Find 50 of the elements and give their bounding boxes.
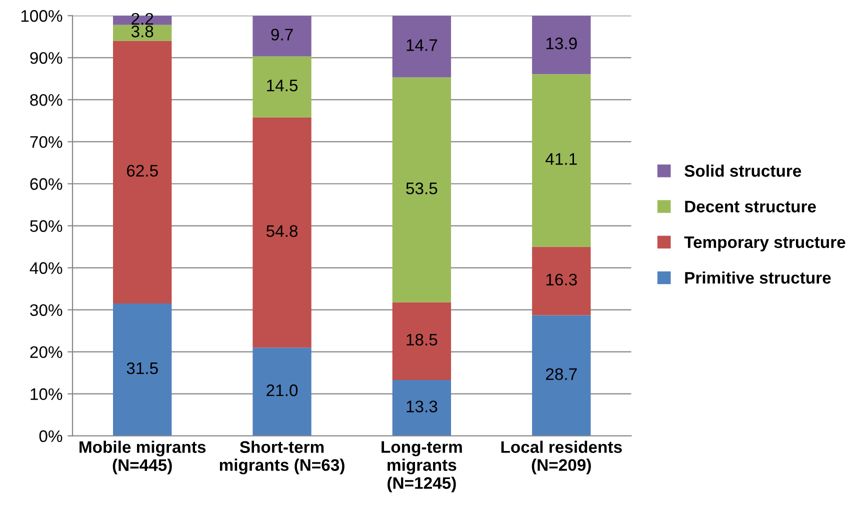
data-label: 14.7 xyxy=(406,39,438,51)
data-label: 16.3 xyxy=(546,274,577,286)
data-label: 54.8 xyxy=(266,225,298,237)
x-tick-label: Local residents (N=209) xyxy=(501,440,622,474)
data-label: 62.5 xyxy=(126,164,158,177)
bar xyxy=(113,304,172,436)
data-label: 3.8 xyxy=(131,26,154,38)
y-tick-label: 90% xyxy=(30,52,62,64)
y-tick-label: 70% xyxy=(30,136,62,148)
bar xyxy=(252,117,312,348)
data-label: 14.5 xyxy=(267,80,298,92)
bar xyxy=(113,24,172,41)
data-label: 2.2 xyxy=(132,12,154,25)
legend-label: Primitive structure xyxy=(685,271,831,284)
data-label: 21.0 xyxy=(266,384,298,396)
y-tick-label: 80% xyxy=(30,94,62,106)
legend-label: Solid structure xyxy=(684,164,802,177)
data-label: 18.5 xyxy=(406,334,438,346)
bar xyxy=(532,74,591,247)
data-label: 28.7 xyxy=(546,368,577,380)
bar xyxy=(252,16,312,56)
bar xyxy=(252,56,312,118)
y-tick-label: 10% xyxy=(30,388,62,400)
bar xyxy=(113,40,172,304)
bar xyxy=(532,315,591,436)
bar xyxy=(392,77,452,302)
bar xyxy=(392,302,452,380)
data-label: 9.7 xyxy=(271,28,293,41)
bar xyxy=(392,380,452,436)
x-tick-label: Long-term migrants (N=1245) xyxy=(382,441,462,492)
data-label: 13.9 xyxy=(546,38,577,50)
bar xyxy=(532,246,591,316)
y-tick-label: 50% xyxy=(30,220,62,232)
x-tick-label: Mobile migrants (N=445) xyxy=(80,440,206,474)
x-tick-label: Short-term migrants (N=63) xyxy=(220,440,344,474)
bar xyxy=(392,16,452,78)
data-label: 31.5 xyxy=(126,362,158,374)
data-label: 13.3 xyxy=(406,400,438,412)
y-tick-label: 40% xyxy=(30,262,62,274)
data-label: 53.5 xyxy=(406,182,438,194)
y-tick-label: 60% xyxy=(30,178,62,190)
bar xyxy=(252,348,312,436)
y-tick-label: 20% xyxy=(30,346,62,358)
y-tick-label: 30% xyxy=(30,304,62,316)
legend-label: Decent structure xyxy=(685,200,816,212)
y-tick-label: 100% xyxy=(21,10,62,22)
legend-label: Temporary structure xyxy=(684,236,846,252)
bar xyxy=(532,16,591,74)
y-tick-label: 0% xyxy=(39,430,62,442)
data-label: 41.1 xyxy=(546,153,577,165)
